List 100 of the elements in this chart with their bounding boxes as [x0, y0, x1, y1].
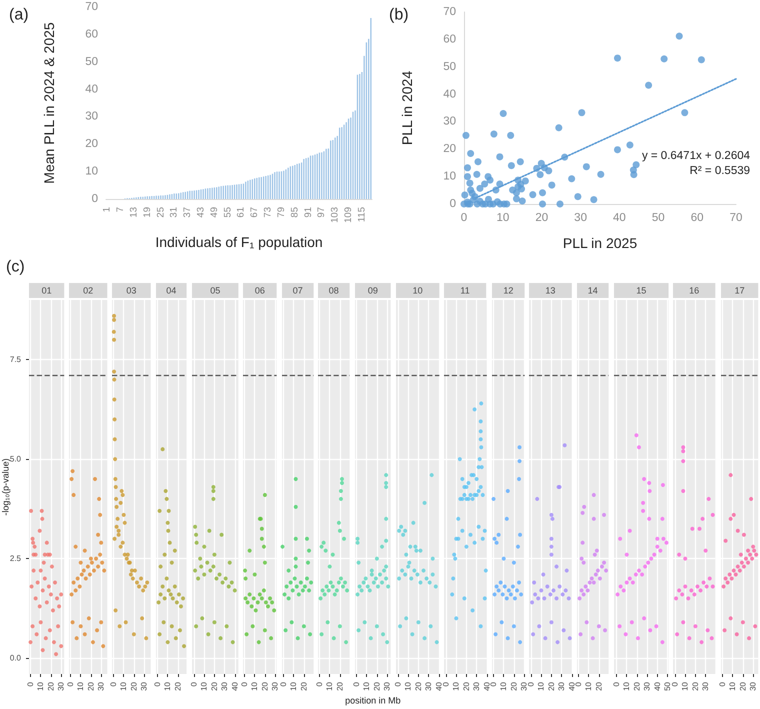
x-tick-label: 10 — [250, 681, 260, 691]
x-tick-label: 0 — [26, 681, 36, 686]
y-tick-label: 0.0 — [10, 654, 22, 663]
x-tick-label: 20 — [260, 681, 270, 691]
x-tick-label: 10 — [681, 681, 690, 691]
x-tick-label: 67 — [249, 207, 260, 218]
x-tick-label: 79 — [276, 207, 287, 218]
y-tick-label: 50 — [85, 56, 98, 68]
x-tick-label: 30 — [382, 681, 392, 691]
x-tick-label: 20 — [547, 681, 556, 691]
annotation: R² = 0.5539 — [690, 165, 750, 177]
x-tick-label: 30 — [270, 681, 280, 691]
chart-title: 12 — [503, 286, 514, 296]
x-tick-label: 13 — [128, 207, 140, 218]
x-tick-label: 20 — [691, 681, 700, 691]
x-tick-label: 10 — [199, 681, 208, 691]
x-tick-label: 50 — [652, 212, 665, 224]
x-tick-label: 10 — [537, 681, 546, 691]
chart-title: 01 — [42, 286, 52, 296]
x-tick-label: 61 — [236, 207, 247, 218]
x-tick-label: 0 — [612, 681, 621, 686]
x-tick-label: 73 — [262, 207, 274, 218]
x-tick-label: 30 — [140, 681, 150, 691]
x-tick-label: 7 — [115, 207, 126, 212]
x-tick-label: 20 — [738, 681, 748, 691]
chart-title: 06 — [254, 286, 265, 296]
x-tick-label: 0 — [109, 681, 118, 686]
x-tick-label: 20 — [535, 212, 548, 224]
x-tick-label: 30 — [424, 681, 433, 691]
x-tick-label: 20 — [336, 681, 345, 691]
x-tick-label: 37 — [182, 207, 194, 218]
x-tick-label: 0 — [66, 681, 76, 686]
y-axis-title: -log₁₀(p-value) — [0, 458, 10, 516]
x-tick-label: 0 — [488, 681, 498, 686]
x-tick-label: 91 — [302, 207, 314, 218]
x-tick-label: 0 — [393, 681, 402, 686]
y-tick-label: 20 — [443, 143, 456, 156]
chart-title: 09 — [368, 286, 378, 296]
x-tick-label: 85 — [289, 207, 300, 218]
y-tick-label: 7.5 — [10, 355, 22, 364]
x-tick-label: 20 — [632, 681, 642, 691]
y-tick-label: 40 — [85, 83, 98, 96]
chart-title: 08 — [329, 286, 340, 296]
y-tick-label: 10 — [85, 166, 98, 178]
y-axis-title: PLL in 2024 — [399, 70, 415, 146]
x-tick-label: 31 — [168, 207, 180, 218]
x-tick-label: 0 — [153, 681, 162, 686]
x-axis-title: PLL in 2025 — [562, 235, 638, 251]
x-tick-label: 30 — [56, 681, 66, 691]
x-tick-label: 30 — [748, 681, 758, 691]
x-tick-label: 0 — [240, 681, 250, 686]
chart-title: 04 — [166, 286, 176, 296]
x-tick-label: 20 — [509, 681, 518, 691]
x-tick-label: 30 — [702, 681, 711, 691]
x-tick-label: 1 — [102, 207, 113, 212]
x-tick-label: 10 — [163, 681, 172, 691]
x-tick-label: 97 — [316, 207, 328, 218]
x-tick-label: 40 — [434, 681, 444, 691]
chart-title: 13 — [546, 286, 556, 296]
x-tick-label: 60 — [690, 212, 704, 224]
x-tick-label: 0 — [527, 681, 536, 686]
x-tick-label: 40 — [613, 212, 626, 224]
x-tick-label: 115 — [356, 207, 368, 222]
chart-title: 11 — [460, 286, 470, 296]
x-tick-label: 40 — [652, 681, 662, 691]
annotation: y = 0.6471x + 0.2604 — [642, 150, 751, 162]
y-tick-label: 60 — [85, 28, 98, 40]
x-tick-label: 40 — [568, 681, 577, 691]
y-tick-label: 30 — [443, 116, 456, 128]
x-tick-label: 49 — [208, 207, 220, 218]
chart-title: 14 — [588, 286, 598, 296]
y-axis-title: Mean PLL in 2024 & 2025 — [41, 22, 57, 184]
x-tick-label: 10 — [584, 681, 594, 691]
x-tick-label: 70 — [730, 212, 742, 224]
chart-title: 02 — [83, 286, 94, 296]
x-tick-label: 30 — [642, 681, 652, 691]
y-tick-label: 5.0 — [10, 454, 22, 464]
x-tick-label: 10 — [36, 681, 46, 691]
x-tick-label: 30 — [472, 681, 482, 691]
y-tick-label: 60 — [443, 33, 456, 46]
y-tick-label: 20 — [85, 138, 98, 150]
x-tick-label: 20 — [46, 681, 56, 691]
x-tick-label: 20 — [210, 681, 219, 691]
x-tick-label: 10 — [289, 681, 298, 691]
chart-title: 03 — [126, 286, 137, 296]
x-tick-label: 10 — [499, 681, 508, 691]
chart-title: 10 — [412, 286, 422, 296]
x-tick-label: 30 — [96, 681, 106, 691]
x-tick-label: 25 — [155, 207, 166, 218]
x-tick-label: 30 — [558, 681, 567, 691]
x-tick-label: 10 — [728, 681, 738, 691]
x-tick-label: 0 — [278, 681, 288, 686]
chart-title: 16 — [690, 286, 700, 296]
x-tick-label: 0 — [718, 681, 727, 686]
x-tick-label: 40 — [230, 681, 240, 691]
text: (c) — [6, 258, 25, 276]
x-axis-title: position in Mb — [345, 696, 401, 706]
x-tick-label: 30 — [220, 681, 229, 691]
x-tick-label: 0 — [460, 212, 468, 224]
x-tick-label: 10 — [622, 681, 632, 691]
